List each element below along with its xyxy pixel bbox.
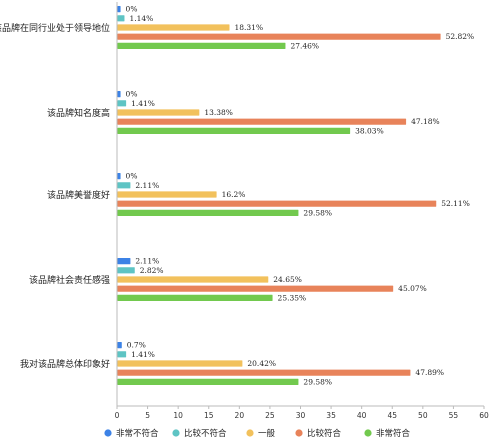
data-label: 20.42% [247,359,276,368]
x-axis: 0 5 10 15 20 25 30 35 40 45 50 55 60 [115,2,489,420]
bar [117,369,411,376]
data-label: 2.11% [135,181,159,190]
data-label: 2.82% [140,266,164,275]
bar [117,100,127,107]
x-tick-label: 40 [357,411,367,420]
bar [117,42,286,49]
data-label: 2.11% [135,257,159,266]
bar [117,200,437,207]
bar [117,209,299,216]
x-tick-label: 35 [326,411,336,420]
legend-marker [172,429,180,437]
legend-label: 比较符合 [307,428,342,439]
bar [117,182,131,189]
x-tick-label: 50 [418,411,428,420]
data-label: 24.65% [273,275,302,284]
data-label: 0.7% [127,341,146,350]
legend-marker [104,429,112,437]
bar [117,276,269,283]
legend-label: 一般 [258,428,276,439]
data-label: 25.35% [278,293,307,302]
bar [117,285,394,292]
legend-marker [295,429,303,437]
data-label: 18.31% [234,23,263,32]
category-label: 我对该品牌总体印象好 [20,358,110,370]
legend-marker [246,429,254,437]
bars: 0%1.14%18.31%52.82%27.46%0%1.41%13.38%47… [117,5,475,386]
bar [117,258,131,265]
bar [117,109,200,116]
bar [117,6,121,13]
bar [117,33,441,40]
bar [117,360,243,367]
bar [117,91,121,98]
data-label: 1.14% [129,14,153,23]
bar [117,15,125,22]
x-tick-label: 5 [145,411,150,420]
data-label: 38.03% [355,126,384,135]
x-tick-label: 60 [479,411,489,420]
data-label: 0% [126,90,138,99]
legend-label: 非常不符合 [116,428,159,439]
data-label: 29.58% [303,208,332,217]
x-tick-label: 10 [173,411,183,420]
legend-label: 比较不符合 [184,428,227,439]
bar [117,191,217,198]
bar [117,351,127,358]
category-label: 该品牌知名度高 [47,107,110,119]
data-label: 0% [126,172,138,181]
data-label: 1.41% [131,350,155,359]
bar [117,378,299,385]
x-tick-label: 25 [265,411,275,420]
legend-marker [364,429,372,437]
data-label: 29.58% [303,377,332,386]
data-label: 47.89% [415,368,444,377]
data-label: 13.38% [204,108,233,117]
category-label: 该品牌社会责任感强 [29,274,110,286]
category-label: 该品牌在同行业处于领导地位 [0,22,110,34]
x-tick-label: 0 [115,411,120,420]
bar [117,267,135,274]
data-label: 52.11% [441,199,470,208]
x-tick-label: 30 [296,411,306,420]
legend-label: 非常符合 [376,428,411,439]
bar [117,173,121,180]
x-tick-label: 55 [449,411,459,420]
bar [117,127,351,134]
data-label: 52.82% [446,32,475,41]
category-label: 该品牌美誉度好 [47,189,110,201]
data-label: 1.41% [131,99,155,108]
bar [117,24,230,31]
data-label: 16.2% [222,190,246,199]
data-label: 45.07% [398,284,427,293]
x-tick-label: 20 [235,411,245,420]
data-label: 0% [126,5,138,14]
x-tick-label: 15 [204,411,214,420]
bar [117,118,407,125]
category-labels: 该品牌在同行业处于领导地位该品牌知名度高该品牌美誉度好该品牌社会责任感强我对该品… [0,22,110,370]
data-label: 47.18% [411,117,440,126]
bar [117,294,273,301]
x-tick-label: 45 [387,411,397,420]
data-label: 27.46% [290,41,319,50]
bar [117,342,122,349]
legend: 非常不符合 比较不符合 一般 比较符合 非常符合 [104,428,411,439]
